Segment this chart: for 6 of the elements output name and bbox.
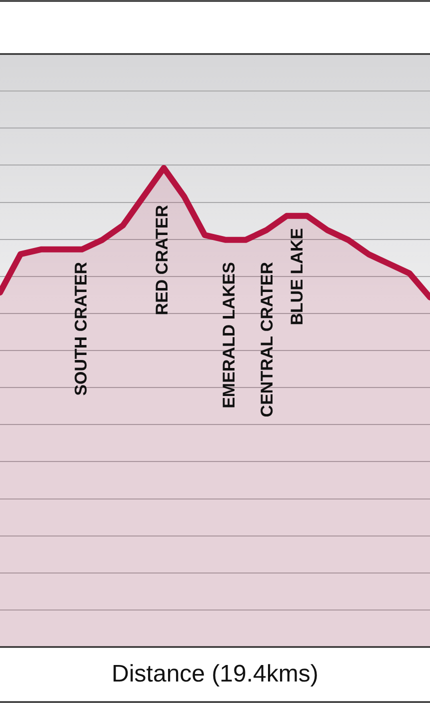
x-axis-title: Distance (19.4kms) (112, 660, 318, 688)
annotation: RED CRATER (152, 205, 172, 316)
annotation: CENTRAL CRATER (258, 262, 277, 418)
annotation: BLUE LAKE (288, 228, 307, 326)
annotation: SOUTH CRATER (72, 262, 91, 396)
annotation: EMERALD LAKES (220, 262, 239, 408)
